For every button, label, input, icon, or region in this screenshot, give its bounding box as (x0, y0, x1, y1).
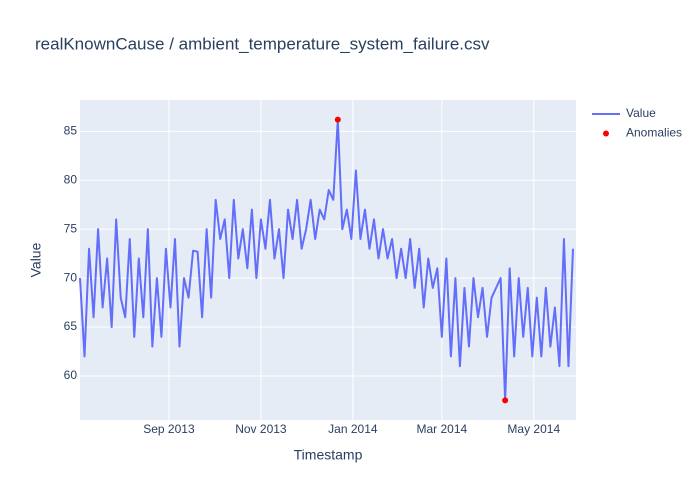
y-axis-title: Value (28, 242, 44, 277)
x-axis-title: Timestamp (294, 447, 363, 463)
x-tick-label: May 2014 (507, 422, 560, 436)
y-tick-label: 85 (64, 123, 78, 137)
y-tick-label: 60 (64, 368, 78, 382)
chart-title: realKnownCause / ambient_temperature_sys… (35, 34, 490, 53)
y-tick-label: 65 (64, 319, 78, 333)
x-tick-label: Jan 2014 (328, 422, 378, 436)
plot-area (80, 100, 576, 420)
x-tick-label: Mar 2014 (416, 422, 467, 436)
anomaly-marker (502, 397, 509, 404)
y-tick-label: 70 (64, 270, 78, 284)
y-tick-label: 80 (64, 172, 78, 186)
x-tick-label: Sep 2013 (143, 422, 195, 436)
y-tick-label: 75 (64, 221, 78, 235)
data-line (79, 118, 574, 402)
legend-label: Anomalies (626, 126, 682, 140)
legend-label: Value (626, 106, 656, 120)
x-tick-label: Nov 2013 (235, 422, 287, 436)
legend-marker (603, 130, 609, 137)
anomaly-marker (334, 116, 341, 123)
